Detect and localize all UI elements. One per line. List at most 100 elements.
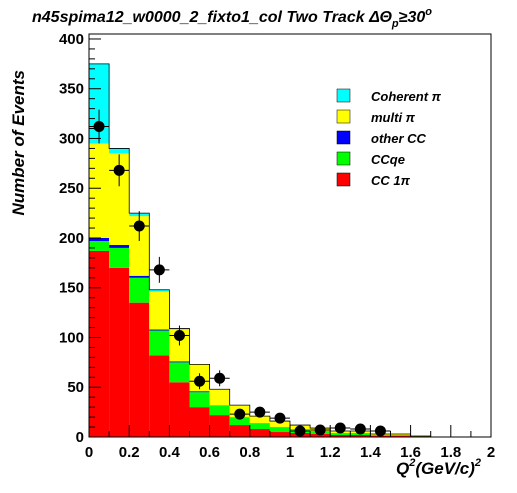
bar-series0-bin2 [129,302,150,437]
bar-series0-bin4 [169,382,190,437]
bar-series1-bin3 [149,330,170,356]
xlabel-sup1: 2 [408,457,415,469]
bar-series0-bin9 [269,432,290,437]
legend-label-4: CC 1π [371,173,411,188]
data-point-11 [314,424,326,436]
title-sup: o [425,6,432,18]
xlabel-main: Q [396,459,409,478]
bar-series1-bin7 [229,417,250,426]
x-axis-label: Q2(GeV/c)2 [396,457,481,478]
bar-series1-bin0 [89,240,110,251]
data-point-0 [93,121,105,133]
legend-swatch-3 [336,151,351,166]
bar-series4-bin1 [109,148,130,154]
title-main: n45spima12_w0000_2_fixto1_col Two Track … [32,9,392,26]
legend-label-1: multi π [371,110,416,125]
bar-series3-bin9 [269,421,290,428]
chart-title: n45spima12_w0000_2_fixto1_col Two Track … [32,6,432,30]
data-point-9 [274,412,286,424]
histogram-bars [88,63,491,438]
data-point-1 [113,164,125,176]
data-point-12 [334,422,346,434]
y-tick-label-5: 250 [59,180,84,197]
data-point-2 [133,220,145,232]
x-tick-label-10: 2 [487,444,495,461]
data-point-13 [354,423,366,435]
bar-series1-bin12 [330,433,351,436]
data-points [89,109,391,437]
bar-series3-bin6 [209,389,230,406]
bar-series0-bin6 [209,415,230,437]
bar-series3-bin8 [249,416,270,424]
bar-series2-bin2 [129,275,150,278]
bar-series2-bin5 [189,391,210,393]
x-tick-label-6: 1.2 [320,444,341,461]
data-point-14 [374,425,386,437]
xlabel-mid: (GeV/c) [415,459,475,478]
bar-series3-bin15 [390,434,411,436]
y-tick-label-3: 150 [59,280,84,297]
x-tick-label-1: 0.2 [119,444,140,461]
legend-swatch-4 [336,172,351,187]
bar-series0-bin7 [229,425,250,437]
y-tick-label-6: 300 [59,130,84,147]
data-point-4 [173,330,185,342]
bar-series2-bin0 [89,237,110,241]
x-tick-label-7: 1.4 [360,444,382,461]
data-point-5 [194,375,206,387]
y-tick-label-1: 50 [67,379,84,396]
y-tick-label-4: 200 [59,230,84,247]
legend-label-2: other CC [371,131,427,146]
y-axis-ticks: 0 50 100 150 200 250 300 350 400 [59,31,101,446]
data-point-10 [294,425,306,437]
bar-series1-bin6 [209,405,230,416]
bar-series2-bin1 [109,244,130,248]
legend: Coherent π multi π other CC CCqe CC 1π [336,88,442,188]
title-tail: ≥30 [399,9,426,26]
bar-series0-bin0 [89,250,110,437]
bar-series3-bin2 [129,216,150,276]
bar-series1-bin1 [109,247,130,268]
bar-series2-bin4 [169,361,190,363]
x-tick-label-9: 1.8 [440,444,461,461]
bar-series1-bin5 [189,392,210,408]
bar-series0-bin3 [149,355,170,437]
bar-series0-bin5 [189,407,210,437]
legend-swatch-2 [336,130,351,145]
bar-series0-bin12 [330,435,351,437]
data-point-3 [153,264,165,276]
y-tick-label-8: 400 [59,31,84,48]
x-tick-label-8: 1.6 [400,444,421,461]
bar-series1-bin2 [129,277,150,303]
data-point-8 [254,406,266,418]
bar-series1-bin4 [169,362,190,383]
y-tick-label-7: 350 [59,81,84,98]
bar-series1-bin9 [269,427,290,433]
legend-label-0: Coherent π [371,89,442,104]
x-axis-ticks: 0 0.2 0.4 0.6 0.8 1 1.2 1.4 1.6 1.8 2 [85,425,495,461]
bar-series0-bin13 [350,435,371,437]
x-tick-label-0: 0 [85,444,93,461]
bar-series1-bin8 [249,423,270,430]
y-tick-label-0: 0 [76,429,84,446]
bar-series1-bin15 [390,435,411,437]
title-sub: p [391,18,399,30]
y-tick-label-2: 100 [59,329,84,346]
x-tick-label-5: 1 [286,444,294,461]
bar-series2-bin3 [149,329,170,331]
bar-series4-bin3 [149,289,170,292]
x-tick-label-4: 0.8 [239,444,260,461]
bar-series3-bin3 [149,291,170,330]
xlabel-sup2: 2 [474,457,481,469]
bar-series3-bin1 [109,153,130,245]
data-point-6 [214,372,226,384]
legend-swatch-0 [336,88,351,103]
legend-label-3: CCqe [371,152,405,167]
x-tick-label-3: 0.6 [199,444,220,461]
y-axis-label: Number of Events [9,70,28,215]
x-tick-label-2: 0.4 [159,444,181,461]
bar-series3-bin0 [89,143,110,238]
bar-series0-bin8 [249,429,270,437]
data-point-7 [234,408,246,420]
